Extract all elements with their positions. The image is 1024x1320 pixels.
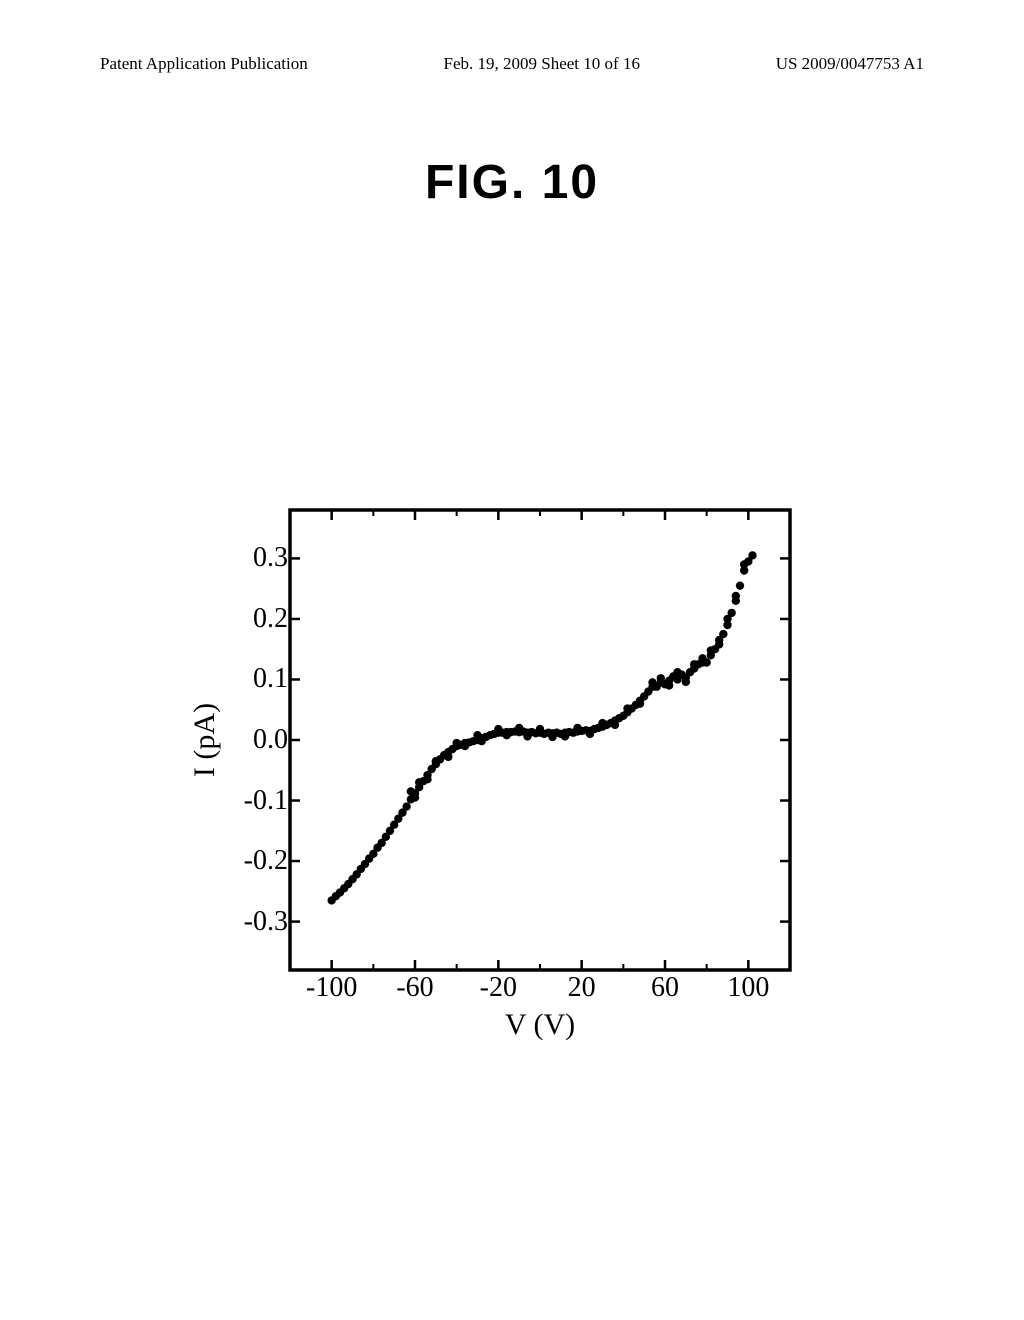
iv-curve-chart: I (pA) V (V) -0.3-0.2-0.10.00.10.20.3 -1…	[160, 500, 800, 1060]
header-sheet-info: Feb. 19, 2009 Sheet 10 of 16	[444, 54, 640, 74]
figure-title: FIG. 10	[0, 155, 1024, 210]
header-publication: Patent Application Publication	[100, 54, 308, 74]
chart-plot-area	[160, 500, 810, 1020]
header-patent-number: US 2009/0047753 A1	[776, 54, 924, 74]
page-header: Patent Application Publication Feb. 19, …	[0, 54, 1024, 74]
